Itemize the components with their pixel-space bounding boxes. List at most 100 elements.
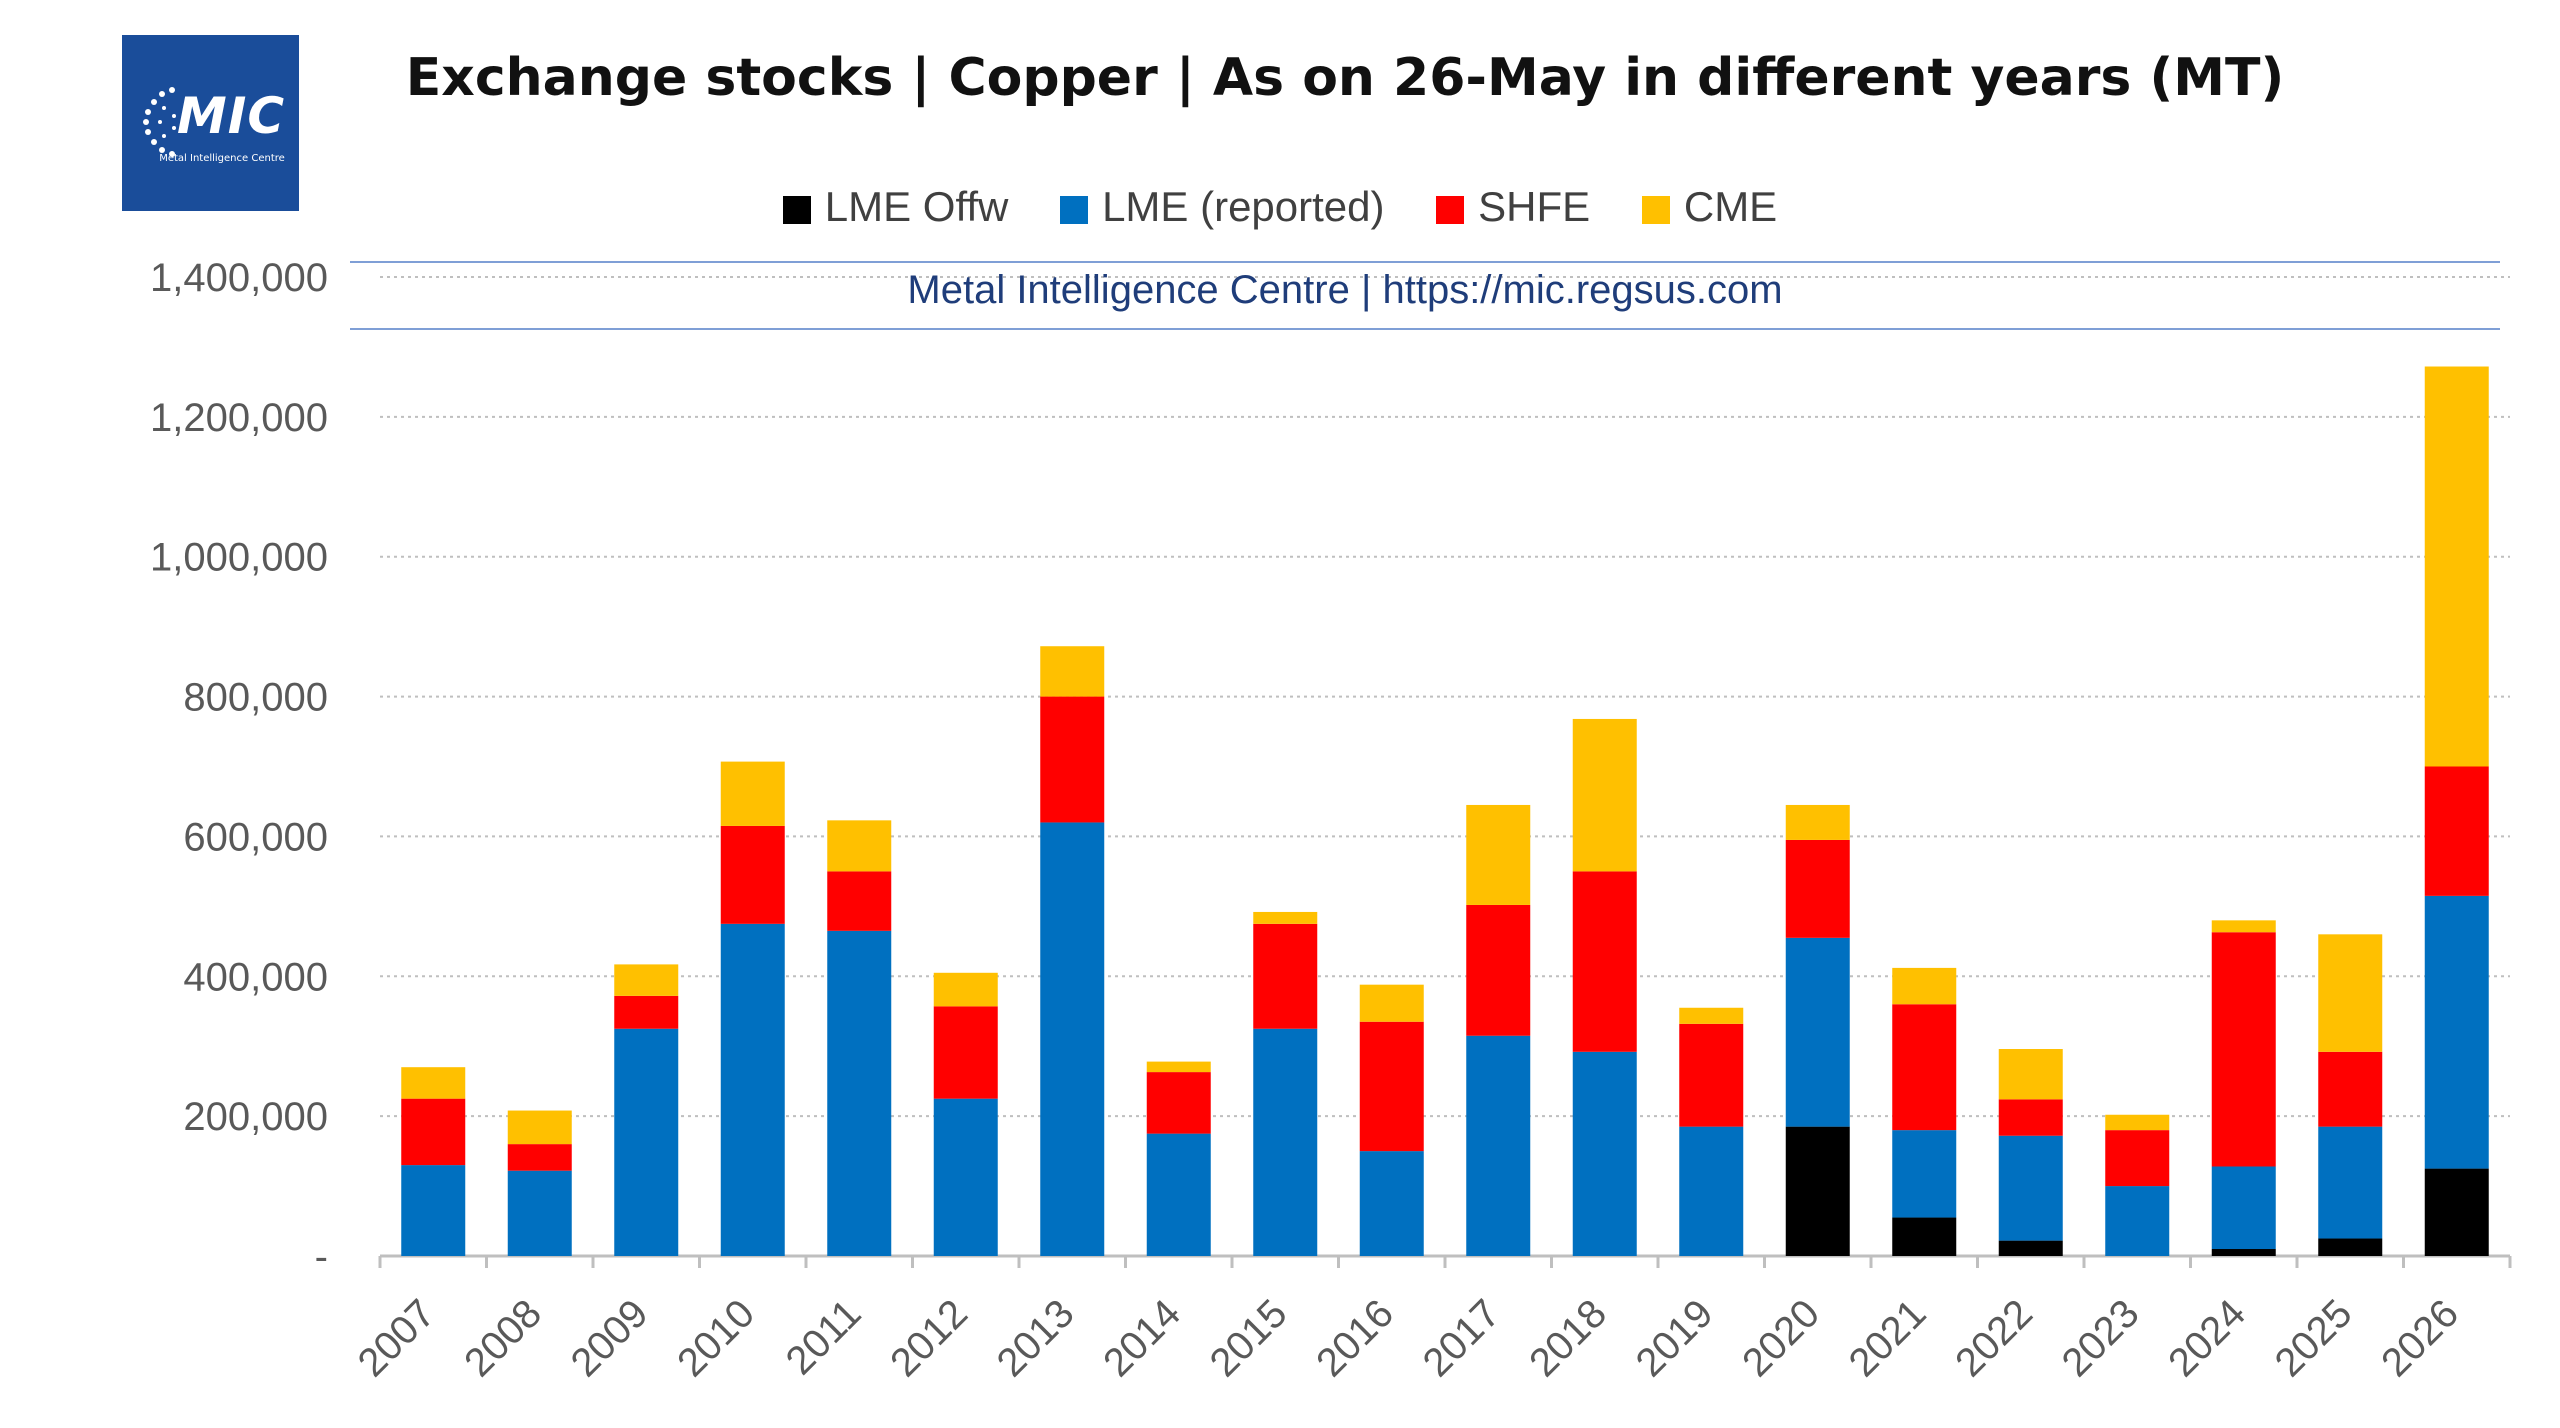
x-tick-label: 2026 xyxy=(2373,1291,2467,1385)
watermark-top-line xyxy=(350,261,2500,263)
bar-shfe xyxy=(1998,1099,2063,1136)
bar-lme-offw xyxy=(1785,1126,1850,1256)
bar-lme-offw xyxy=(2318,1238,2383,1256)
chart-legend: LME Offw LME (reported) SHFE CME xyxy=(0,180,2560,231)
bar-shfe xyxy=(2318,1051,2383,1127)
x-tick-label: 2010 xyxy=(669,1291,763,1385)
bar-cme xyxy=(1146,1061,1211,1073)
bar-cme xyxy=(1679,1007,1744,1024)
x-tick-label: 2011 xyxy=(778,1291,870,1383)
bar-shfe xyxy=(1785,839,1850,938)
y-tick-label: 1,400,000 xyxy=(150,256,328,300)
legend-label-lme-reported: LME (reported) xyxy=(1102,182,1385,230)
x-tick-label: 2022 xyxy=(1947,1291,2041,1385)
bar-lme-reported xyxy=(720,923,785,1256)
bar-lme-offw xyxy=(1998,1240,2063,1256)
bar-lme-reported xyxy=(507,1170,572,1256)
legend-swatch-cme xyxy=(1641,195,1670,224)
logo-subtitle: Metal Intelligence Centre xyxy=(159,153,285,164)
y-tick-label: 400,000 xyxy=(183,955,328,999)
bar-lme-reported xyxy=(2424,895,2489,1169)
x-tick-label: 2018 xyxy=(1521,1291,1615,1385)
bar-shfe xyxy=(1146,1072,1211,1134)
x-tick-label: 2008 xyxy=(456,1291,550,1385)
legend-swatch-shfe xyxy=(1436,195,1465,224)
logo-dots-icon xyxy=(143,87,176,157)
x-tick-label: 2025 xyxy=(2267,1291,2361,1385)
legend-item-shfe: SHFE xyxy=(1436,183,1590,231)
x-tick-label: 2020 xyxy=(1734,1291,1828,1385)
bar-cme xyxy=(720,761,785,826)
bar-lme-offw xyxy=(2211,1249,2276,1256)
bar-lme-reported xyxy=(1146,1133,1211,1256)
bar-lme-reported xyxy=(1572,1051,1637,1256)
bar-cme xyxy=(827,820,892,872)
y-tick-label: - xyxy=(315,1235,328,1279)
bar-cme xyxy=(2211,920,2276,933)
bar-cme xyxy=(1892,967,1957,1005)
bar-cme xyxy=(1253,911,1318,924)
x-tick-label: 2013 xyxy=(989,1291,1083,1385)
legend-label-shfe: SHFE xyxy=(1478,182,1591,230)
legend-item-lme-reported: LME (reported) xyxy=(1060,182,1385,231)
bar-shfe xyxy=(720,825,785,924)
x-tick-label: 2017 xyxy=(1415,1291,1509,1385)
bar-cme xyxy=(2318,934,2383,1052)
legend-swatch-lme-reported xyxy=(1060,195,1089,224)
bar-cme xyxy=(2424,366,2489,767)
bar-shfe xyxy=(2424,766,2489,896)
x-tick-label: 2015 xyxy=(1202,1291,1296,1385)
watermark-text: Metal Intelligence Centre | https://mic.… xyxy=(907,268,1783,312)
logo-text: MIC xyxy=(177,87,286,145)
bar-cme xyxy=(933,972,998,1007)
bar-shfe xyxy=(401,1098,466,1166)
bar-cme xyxy=(401,1067,466,1099)
bar-lme-reported xyxy=(2105,1186,2170,1256)
bar-cme xyxy=(1785,804,1850,840)
bar-cme xyxy=(1466,804,1531,905)
x-tick-label: 2009 xyxy=(563,1291,657,1385)
bar-lme-reported xyxy=(1253,1028,1318,1256)
legend-label-lme-offw: LME Offw xyxy=(824,182,1009,230)
bar-cme xyxy=(1572,718,1637,872)
bar-lme-reported xyxy=(1998,1135,2063,1241)
legend-item-lme-offw: LME Offw xyxy=(782,182,1009,231)
bar-shfe xyxy=(1572,871,1637,1052)
legend-label-cme: CME xyxy=(1683,182,1778,230)
mic-logo: MIC Metal Intelligence Centre xyxy=(122,35,299,211)
bar-cme xyxy=(2105,1114,2170,1131)
y-tick-label: 600,000 xyxy=(183,815,328,859)
x-tick-label: 2014 xyxy=(1095,1291,1189,1385)
bar-shfe xyxy=(1040,696,1105,823)
bar-lme-reported xyxy=(933,1098,998,1256)
legend-swatch-lme-offw xyxy=(782,195,811,224)
y-tick-label: 1,000,000 xyxy=(150,536,328,580)
bar-lme-reported xyxy=(614,1028,679,1256)
bar-lme-reported xyxy=(401,1165,466,1256)
bar-cme xyxy=(1359,984,1424,1022)
x-tick-label: 2021 xyxy=(1841,1291,1935,1385)
bar-cme xyxy=(1040,646,1105,697)
bar-lme-reported xyxy=(1466,1035,1531,1256)
bar-lme-offw xyxy=(2424,1168,2489,1256)
bar-shfe xyxy=(1892,1004,1957,1131)
bar-shfe xyxy=(507,1144,572,1171)
bar-shfe xyxy=(933,1006,998,1099)
x-tick-label: 2016 xyxy=(1308,1291,1402,1385)
bar-shfe xyxy=(2211,932,2276,1167)
bar-shfe xyxy=(2105,1130,2170,1187)
bar-shfe xyxy=(1679,1023,1744,1127)
bar-lme-reported xyxy=(1785,937,1850,1127)
bar-lme-reported xyxy=(1359,1151,1424,1256)
bar-shfe xyxy=(1359,1021,1424,1152)
bar-cme xyxy=(614,964,679,996)
bar-lme-offw xyxy=(1892,1217,1957,1256)
y-tick-label: 200,000 xyxy=(183,1095,328,1139)
y-tick-label: 1,200,000 xyxy=(150,396,328,440)
bar-lme-reported xyxy=(827,930,892,1256)
watermark-bottom-line xyxy=(350,328,2500,330)
bar-shfe xyxy=(1253,923,1318,1029)
bar-lme-reported xyxy=(2318,1126,2383,1239)
bar-shfe xyxy=(1466,904,1531,1036)
bar-cme xyxy=(507,1110,572,1145)
